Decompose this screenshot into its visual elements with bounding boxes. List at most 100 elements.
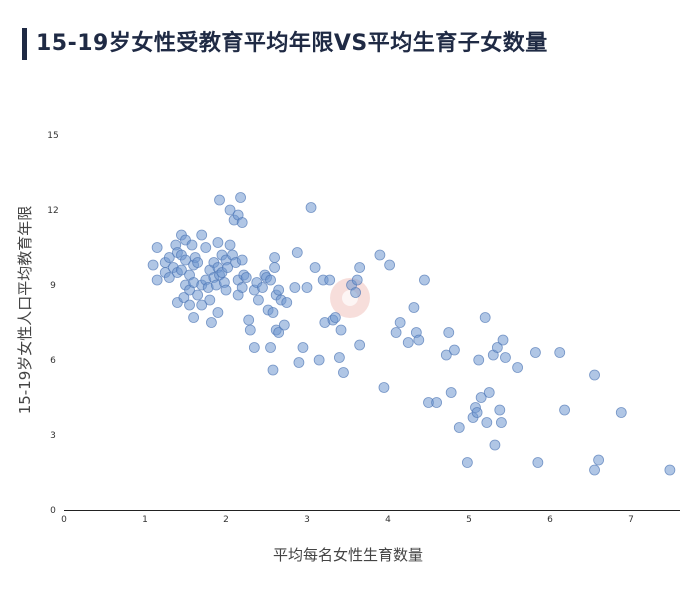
data-point	[236, 254, 248, 266]
title-accent-bar	[22, 28, 27, 60]
data-point	[252, 294, 264, 306]
data-point	[530, 347, 541, 358]
data-point	[214, 194, 225, 206]
data-point	[293, 357, 305, 368]
data-point	[224, 239, 236, 251]
data-point	[265, 274, 276, 286]
data-point	[354, 339, 366, 351]
data-point	[431, 397, 443, 408]
data-point	[204, 294, 216, 306]
data-point	[278, 319, 290, 331]
data-point	[532, 457, 544, 468]
y-axis-label: 15-19岁女性人口平均教育年限	[16, 206, 34, 415]
data-point	[394, 317, 406, 328]
y-tick-label: 15	[47, 131, 58, 141]
data-point	[473, 354, 485, 366]
data-point	[313, 354, 325, 366]
x-axis-label: 平均每名女性生育数量	[273, 546, 423, 564]
y-tick-label: 3	[50, 431, 56, 441]
y-tick-label: 6	[50, 356, 56, 366]
data-point	[176, 264, 187, 276]
x-tick-label: 6	[547, 515, 553, 525]
data-point	[244, 324, 256, 336]
y-tick-label: 9	[50, 281, 56, 291]
chart-title: 15-19岁女性受教育平均年限VS平均生育子女数量	[36, 31, 548, 56]
data-point	[309, 262, 321, 273]
data-point	[512, 362, 523, 373]
data-point	[147, 259, 159, 271]
data-point	[453, 422, 465, 433]
y-tick-label: 12	[47, 206, 58, 216]
data-point	[475, 392, 487, 403]
data-point	[664, 464, 676, 476]
data-point	[267, 307, 279, 318]
data-point	[333, 352, 345, 363]
data-point	[220, 284, 232, 296]
data-point	[235, 192, 246, 203]
data-point	[589, 369, 600, 381]
data-point	[408, 302, 420, 313]
data-point	[186, 239, 198, 251]
x-tick-label: 4	[385, 515, 391, 525]
data-point	[163, 272, 175, 283]
data-point	[483, 387, 495, 398]
data-point	[445, 387, 457, 398]
x-tick-label: 0	[61, 515, 67, 525]
data-point	[491, 342, 503, 353]
x-tick-labels: 0 1 2 3 4 5 6 7	[61, 515, 634, 525]
data-point	[500, 352, 511, 363]
data-point	[495, 417, 507, 428]
data-point	[243, 314, 255, 326]
data-point	[593, 454, 604, 466]
data-point	[188, 312, 200, 323]
data-point	[390, 327, 402, 338]
data-point	[305, 202, 317, 213]
data-point	[273, 284, 285, 296]
data-point	[489, 439, 501, 451]
data-point	[297, 342, 309, 353]
data-point	[212, 307, 224, 318]
data-point	[206, 317, 217, 328]
data-point	[291, 247, 303, 258]
data-point	[351, 274, 363, 286]
data-point	[378, 382, 390, 393]
data-point	[497, 334, 509, 346]
data-point	[184, 299, 195, 311]
data-point	[338, 367, 349, 378]
data-point	[329, 312, 341, 323]
data-point	[461, 457, 473, 468]
data-point	[559, 404, 570, 416]
data-point	[151, 274, 163, 286]
data-point	[151, 242, 163, 253]
data-point	[222, 262, 234, 273]
y-tick-labels: 0 3 6 9 12 15	[47, 131, 58, 516]
data-points	[147, 192, 676, 476]
data-point	[419, 274, 430, 286]
data-point	[236, 282, 248, 293]
data-point	[192, 289, 204, 301]
data-point	[350, 287, 362, 298]
data-point	[471, 407, 483, 418]
data-point	[281, 297, 293, 308]
data-point	[449, 344, 460, 356]
data-point	[335, 324, 347, 336]
data-point	[269, 252, 281, 263]
data-point	[589, 464, 600, 476]
data-point	[163, 252, 175, 263]
data-point	[236, 217, 248, 228]
data-point	[267, 364, 279, 376]
data-point	[494, 404, 506, 416]
data-point	[615, 407, 627, 418]
data-point	[240, 272, 252, 283]
data-point	[257, 282, 268, 293]
data-point	[192, 257, 204, 268]
data-point	[402, 337, 414, 348]
data-point	[374, 249, 386, 261]
data-point	[443, 327, 455, 338]
data-point	[248, 342, 260, 353]
data-point	[479, 312, 491, 323]
data-point	[440, 349, 452, 361]
data-point	[273, 327, 285, 338]
data-point	[481, 417, 493, 428]
data-point	[289, 282, 301, 293]
